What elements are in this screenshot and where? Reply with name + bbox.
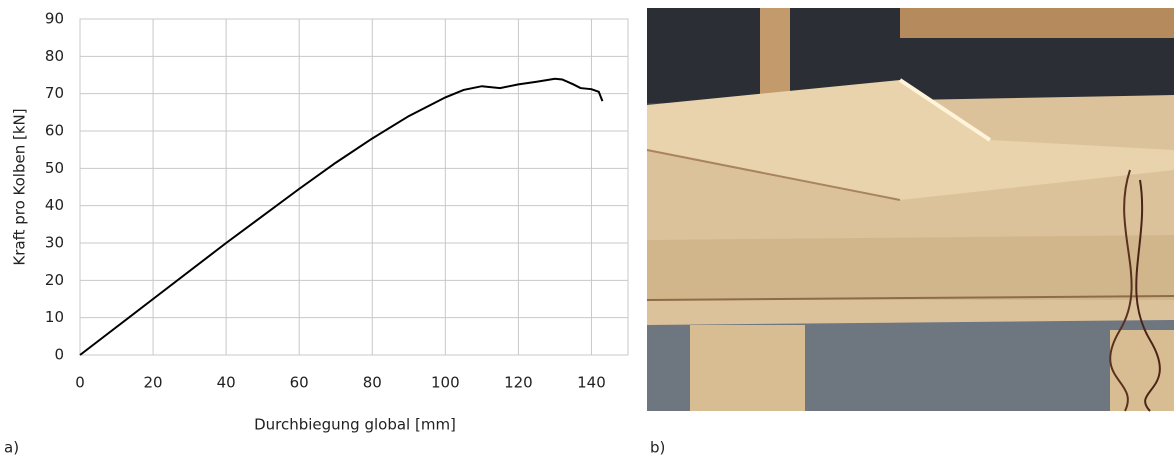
photo: [646, 8, 1174, 412]
x-tick-label: 40: [217, 374, 236, 392]
y-tick-label: 30: [45, 234, 64, 252]
y-tick-label: 90: [45, 10, 64, 28]
panel-label: a): [4, 439, 19, 457]
y-tick-label: 20: [45, 271, 64, 289]
x-tick-label: 20: [144, 374, 163, 392]
x-tick-label: 100: [431, 374, 460, 392]
y-tick-label: 80: [45, 47, 64, 65]
y-axis-label: Kraft pro Kolben [kN]: [11, 108, 29, 265]
x-tick-label: 60: [290, 374, 309, 392]
chart: 0 10 20 30 40 50 60 70 80 90 0 20 40 60 80 100 120 140: [45, 10, 629, 392]
y-tick-label: 70: [45, 84, 64, 102]
data-line: [79, 77, 604, 356]
x-tick-label: 0: [75, 374, 85, 392]
x-tick-label: 80: [363, 374, 382, 392]
x-axis-label: Durchbiegung global [mm]: [254, 416, 456, 434]
y-tick-label: 10: [45, 308, 64, 326]
y-tick-label: 0: [54, 346, 64, 364]
y-tick-label: 60: [45, 122, 64, 140]
x-tick-label: 120: [504, 374, 533, 392]
plot-frame: [79, 18, 629, 356]
panel-label: b): [650, 439, 665, 457]
y-tick-label: 40: [45, 196, 64, 214]
x-tick-label: 140: [577, 374, 606, 392]
y-tick-label: 50: [45, 159, 64, 177]
